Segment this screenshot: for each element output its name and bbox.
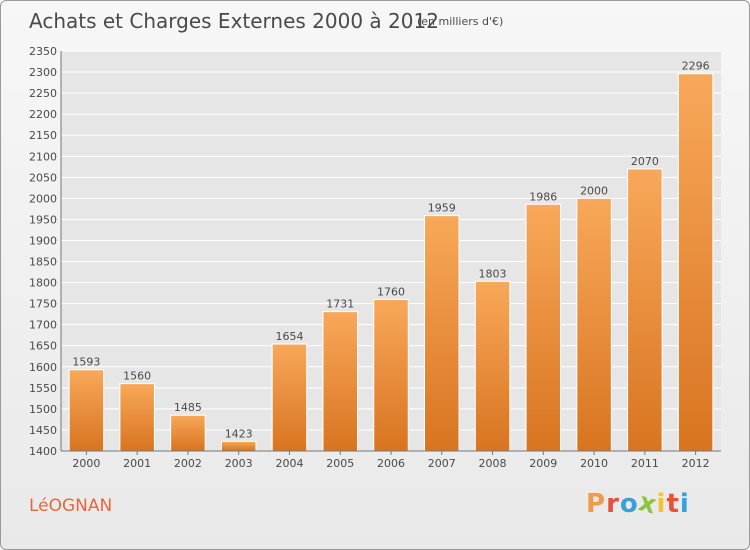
y-tick-label: 2250 [29,87,57,100]
bar-value-label: 1986 [529,190,557,203]
bar [220,440,257,452]
y-tick-label: 1650 [29,340,57,353]
bar-value-label: 1654 [275,330,303,343]
y-tick-label: 1750 [29,298,57,311]
x-tick-label: 2011 [631,457,659,470]
x-tick-label: 2001 [123,457,151,470]
bar-value-label: 1803 [479,267,507,280]
logo-letter: t [666,489,680,519]
y-tick-label: 2150 [29,129,57,142]
bar [576,197,612,452]
x-tick-label: 2006 [377,457,405,470]
logo-letter: i [679,489,690,519]
y-tick-label: 1850 [29,256,57,269]
bar [373,298,409,452]
bar-value-label: 2070 [631,155,659,168]
x-tick-label: 2002 [174,457,202,470]
proxiti-logo[interactable]: Proxiti [586,487,696,521]
x-tick-label: 2003 [225,457,253,470]
logo-letter: o [619,489,639,519]
bar-value-label: 1485 [174,401,202,414]
logo-letter: i [656,489,667,519]
y-tick-label: 1450 [29,424,57,437]
y-tick-label: 1950 [29,213,57,226]
bar-value-label: 1959 [428,202,456,215]
x-tick-label: 2008 [479,457,507,470]
bar [525,203,562,452]
x-tick-label: 2005 [326,457,354,470]
y-tick-label: 2200 [29,108,57,121]
bar [68,369,105,452]
logo-letter: r [606,489,620,519]
y-tick-label: 2000 [29,192,57,205]
y-tick-label: 1400 [29,445,57,458]
bar [119,383,155,452]
y-tick-label: 1550 [29,382,57,395]
y-tick-label: 2350 [29,45,57,58]
x-tick-label: 2004 [275,457,303,470]
bar-value-label: 1423 [225,427,253,440]
y-tick-label: 1500 [29,403,57,416]
bar-value-label: 2000 [580,184,608,197]
x-tick-label: 2007 [428,457,456,470]
bar-value-label: 1731 [326,298,354,311]
axes: 1400 1450 1500 1550 1600 1650 1700 1750 1800 1850… [29,45,721,470]
chart-title: Achats et Charges Externes 2000 à 2012 [29,9,439,33]
logo-letter: P [586,489,607,519]
bar [627,168,663,452]
value-labels: 1593 1560 1485 1423 1654 1731 1760 1959 1803 1986… [72,60,709,441]
y-tick-label: 1600 [29,361,57,374]
y-tick-label: 1800 [29,277,57,290]
bar-value-label: 2296 [682,60,710,73]
y-tick-label: 2300 [29,66,57,79]
y-tick-label: 1700 [29,319,57,332]
x-tick-label: 2012 [682,457,710,470]
bar [322,311,358,452]
y-tick-label: 2050 [29,171,57,184]
chart-subtitle: (en milliers d'€) [417,15,504,28]
bar [170,414,206,452]
bar-value-label: 1760 [377,285,405,298]
bar [424,215,460,452]
commune-name: LéOGNAN [29,496,113,516]
y-tick-label: 2100 [29,150,57,163]
bar [474,280,511,452]
x-tick-label: 2000 [72,457,100,470]
bar [677,73,714,452]
bar-value-label: 1593 [72,356,100,369]
bar-value-label: 1560 [123,370,151,383]
bar [271,343,308,452]
bars [68,73,714,452]
x-tick-label: 2010 [580,457,608,470]
y-tick-label: 1900 [29,234,57,247]
x-tick-label: 2009 [529,457,557,470]
